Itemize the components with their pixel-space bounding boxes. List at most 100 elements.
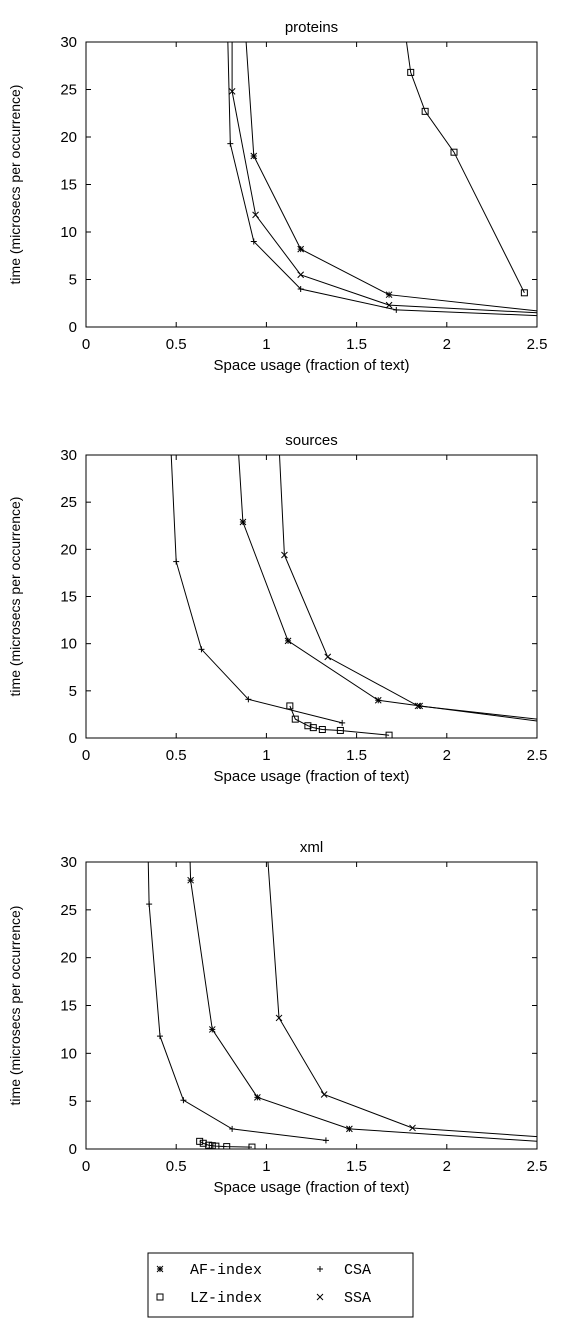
x-tick-label: 0 [82,1158,90,1175]
plot-frame [85,454,538,739]
y-tick-label: 20 [60,129,77,146]
series-line-SSA [279,455,537,720]
chart-title: xml [300,839,323,856]
y-tick-label: 5 [69,272,77,289]
data-point-SSA [320,1091,328,1098]
legend-label: SSA [344,1290,371,1307]
series-line-LZ-index [405,42,525,294]
y-tick-label: 15 [60,998,77,1015]
legend-box [147,1252,414,1318]
chart-title: proteins [285,19,338,36]
data-point-LZ-index [520,289,528,297]
data-point-LZ-index [385,731,393,738]
series-line-AF-index [189,862,537,1142]
y-axis-label: time (microsecs per occurrence) [7,906,23,1106]
data-point-AF-index [208,1026,216,1033]
data-point-LZ-index [196,1137,204,1145]
legend-item-AF-index: AF-index [156,1262,262,1279]
legend-marker-star [156,1265,164,1273]
x-tick-label: 2 [443,747,451,764]
data-point-AF-index [239,518,247,526]
plot-frame [85,861,538,1150]
legend-item-CSA: CSA [317,1262,371,1279]
data-point-LZ-index [223,1143,231,1149]
data-point-CSA [297,286,304,292]
y-tick-label: 5 [69,1093,77,1110]
plot-frame [85,41,538,328]
y-tick-label: 30 [60,854,77,871]
y-tick-label: 15 [60,177,77,194]
y-tick-label: 20 [60,541,77,558]
x-axis-label: Space usage (fraction of text) [214,1179,410,1196]
data-point-CSA [173,558,180,565]
y-tick-label: 10 [60,224,77,241]
chart-panel-proteins: proteins 0 0.5 1 1.5 2 2.5 0 5 10 15 20 25 30 Space us… [7,19,547,374]
data-point-CSA [322,1137,329,1144]
data-point-AF-index [250,152,258,160]
y-tick-label: 0 [69,319,77,336]
x-axis-label: Space usage (fraction of text) [214,768,410,785]
legend: AF-index CSA LZ-index SSA [147,1252,414,1318]
series-line-LZ-index [289,705,390,736]
y-tick-label: 30 [60,447,77,464]
data-point-LZ-index [212,1142,220,1149]
data-point-SSA [297,271,305,279]
x-tick-label: 0.5 [166,336,187,353]
data-point-CSA [146,901,153,908]
data-point-LZ-index [336,726,344,734]
data-point-SSA [414,702,422,710]
series-line-SSA [267,862,537,1138]
y-tick-label: 25 [60,902,77,919]
legend-label: AF-index [190,1262,262,1279]
chart-panel-xml: xml 0 0.5 1 1.5 2 2.5 0 5 10 15 20 25 30 Space usage (… [7,839,548,1196]
y-axis-label: time (microsecs per occurrence) [7,85,23,285]
series-line-LZ-index [199,1140,253,1148]
x-tick-label: 1.5 [346,747,367,764]
data-point-LZ-index [318,726,326,734]
y-tick-label: 20 [60,950,77,967]
data-point-CSA [229,1125,236,1132]
data-point-CSA [180,1097,187,1104]
x-tick-label: 1 [262,336,270,353]
data-point-LZ-index [304,722,312,730]
data-point-LZ-index [199,1139,207,1147]
data-point-SSA [385,301,393,309]
data-point-SSA [252,211,259,219]
x-tick-label: 0.5 [166,1158,187,1175]
y-tick-label: 5 [69,683,77,700]
y-tick-label: 0 [69,1141,77,1158]
series-group [170,455,537,738]
data-point-AF-index [374,696,382,704]
data-point-LZ-index [407,68,415,76]
data-point-AF-index [284,637,292,645]
legend-marker-square [156,1293,164,1301]
data-point-LZ-index [450,148,458,156]
y-tick-label: 30 [60,34,77,51]
x-tick-label: 0 [82,336,90,353]
chart-title: sources [285,432,338,449]
series-line-CSA [227,42,537,317]
y-tick-label: 25 [60,494,77,511]
legend-item-SSA: SSA [316,1290,371,1307]
data-point-AF-index [187,876,194,884]
data-point-SSA [409,1124,416,1132]
data-point-AF-index [297,245,305,253]
x-tick-label: 1.5 [346,1158,367,1175]
data-point-SSA [281,551,288,559]
data-point-AF-index [385,291,393,299]
series-line-CSA [147,862,326,1141]
x-tick-label: 0 [82,747,90,764]
y-tick-label: 10 [60,1045,77,1062]
x-tick-label: 2 [443,336,451,353]
x-tick-label: 1.5 [346,336,367,353]
series-line-AF-index [245,42,537,312]
legend-label: LZ-index [190,1290,262,1307]
x-tick-label: 2.5 [527,1158,548,1175]
x-tick-label: 1 [262,1158,270,1175]
y-axis-label: time (microsecs per occurrence) [7,497,23,697]
data-point-CSA [250,238,257,245]
data-point-AF-index [254,1093,261,1101]
y-tick-label: 15 [60,589,77,606]
data-point-CSA [393,306,400,313]
data-point-LZ-index [248,1143,256,1149]
